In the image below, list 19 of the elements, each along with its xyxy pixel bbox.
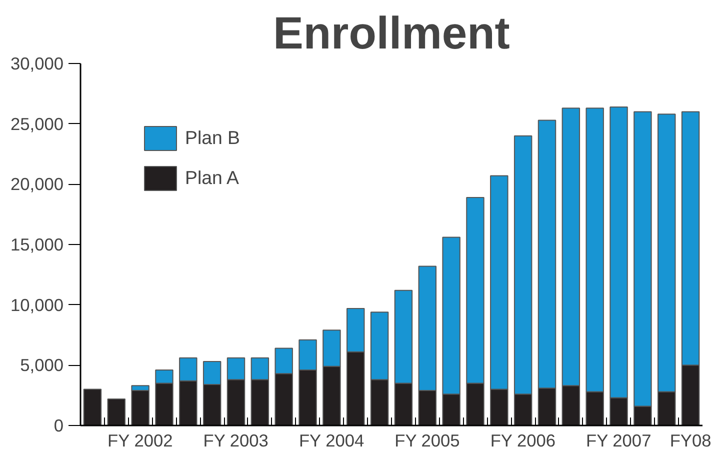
legend-label: Plan B	[185, 127, 240, 149]
legend-label: Plan A	[185, 167, 239, 189]
y-tick-label: 20,000	[10, 174, 64, 194]
x-tick-label: FY 2005	[394, 430, 460, 450]
x-tick-label: FY 2003	[203, 430, 268, 450]
y-tick-label: 30,000	[10, 54, 64, 74]
y-tick-label: 15,000	[10, 234, 64, 254]
y-tick-label: 25,000	[10, 114, 64, 134]
y-tick-label: 0	[54, 416, 64, 436]
x-tick-label: FY 2002	[108, 430, 173, 450]
y-tick-label: 5,000	[20, 355, 64, 376]
x-tick-label: FY 2006	[490, 430, 556, 450]
chart-title: Enrollment	[273, 8, 510, 58]
x-tick-label: FY 2007	[586, 430, 652, 450]
y-tick-label: 10,000	[10, 294, 64, 315]
x-tick-label: FY 2004	[298, 430, 364, 450]
x-tick-label: FY08	[670, 430, 712, 450]
bar	[107, 398, 126, 426]
bar	[83, 388, 102, 426]
